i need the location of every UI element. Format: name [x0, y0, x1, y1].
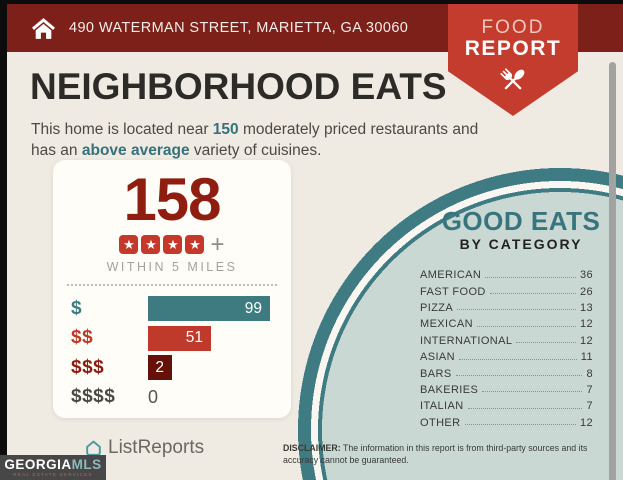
category-label: INTERNATIONAL [420, 334, 513, 347]
price-level-label: $ [71, 297, 83, 319]
price-row: $$ 51 [71, 325, 275, 351]
star-icon: ★ [141, 235, 161, 254]
category-label: OTHER [420, 416, 461, 429]
price-bar: 99 [148, 296, 270, 321]
dotted-leader [459, 358, 577, 360]
dotted-leader [489, 293, 576, 295]
category-row: INTERNATIONAL 12 [420, 333, 593, 349]
food-report-badge: FOOD REPORT [448, 4, 578, 116]
price-level-label: $$ [71, 327, 94, 348]
category-value: 12 [579, 416, 593, 429]
category-label: FAST FOOD [420, 285, 486, 298]
disclaimer-label: DISCLAIMER: [283, 443, 341, 453]
intro-post: variety of cuisines. [189, 141, 322, 159]
category-row: AMERICAN 36 [420, 267, 593, 283]
plus-icon: + [210, 231, 225, 258]
category-row: ITALIAN 7 [420, 398, 593, 414]
star-icon: ★ [163, 235, 183, 254]
category-value: 36 [579, 269, 593, 282]
listreports-house-icon [86, 440, 101, 456]
price-bar-chart: $99 $$ 51 $$$ 2 $$$$ 0 [53, 296, 291, 410]
star-rating: ★ ★ ★ ★ + [53, 231, 291, 258]
price-row: $$$$ 0 [71, 385, 275, 410]
dotted-leader [464, 424, 576, 426]
good-eats-subtitle: BY CATEGORY [459, 236, 583, 253]
mls-name-mls: MLS [71, 456, 102, 472]
disclaimer-body: The information in this report is from t… [283, 443, 588, 465]
category-row: BARS 8 [420, 365, 593, 381]
star-icon: ★ [119, 235, 139, 254]
price-zero-value: 0 [148, 386, 159, 407]
category-label: AMERICAN [420, 269, 482, 282]
category-list: AMERICAN 36 FAST FOOD 26 PIZZA 13 MEXICAN 12 INT… [420, 267, 593, 431]
category-label: BAKERIES [420, 383, 479, 396]
category-row: OTHER 12 [420, 415, 593, 431]
badge-shield: FOOD REPORT [448, 4, 578, 116]
georgia-mls-name: GEORGIAMLS [4, 456, 102, 472]
price-bar: 51 [148, 325, 211, 351]
category-value: 12 [579, 318, 593, 331]
category-label: MEXICAN [420, 318, 473, 331]
category-value: 8 [586, 367, 593, 380]
category-value: 7 [586, 383, 593, 396]
disclaimer-text: DISCLAIMER: The information in this repo… [283, 443, 613, 466]
price-level-label: $$$$ [71, 386, 116, 407]
top-edge-bar [0, 0, 623, 4]
georgia-mls-logo: GEORGIAMLS REAL ESTATE SERVICES [0, 455, 106, 480]
mls-tagline: REAL ESTATE SERVICES [13, 472, 93, 477]
category-label: PIZZA [420, 301, 454, 314]
restaurant-count-card: 158 ★ ★ ★ ★ + WITHIN 5 MILES $99 $$ 51 $$$ 2 $$$$… [53, 160, 291, 418]
dotted-leader [482, 391, 583, 393]
badge-title-line1: FOOD [481, 17, 545, 38]
price-row: $$$ 2 [71, 355, 275, 380]
intro-pre: This home is located near [31, 121, 213, 138]
category-value: 12 [579, 334, 593, 347]
category-label: ASIAN [420, 351, 456, 364]
listreports-logo: ListReports [84, 437, 204, 459]
restaurant-total: 158 [123, 166, 221, 233]
left-edge-bar [0, 0, 7, 480]
radius-label: WITHIN 5 MILES [106, 260, 238, 274]
category-row: MEXICAN 12 [420, 316, 593, 332]
badge-title-line2: REPORT [464, 37, 562, 60]
price-level-label: $$$ [71, 356, 105, 378]
category-row: PIZZA 13 [420, 300, 593, 316]
dotted-leader [516, 342, 576, 344]
dotted-divider [67, 284, 277, 286]
price-bar-value: 51 [185, 329, 203, 346]
star-icon: ★ [185, 235, 205, 254]
price-bar-value: 99 [244, 299, 262, 317]
home-icon [32, 17, 55, 39]
category-value: 7 [586, 400, 593, 413]
restaurant-count-inline: 150 [212, 121, 239, 138]
intro-mid: moderately priced restaurants and has an [31, 121, 479, 159]
category-value: 26 [579, 285, 593, 298]
category-label: BARS [420, 367, 452, 380]
dotted-leader [457, 309, 576, 311]
dotted-leader [455, 375, 583, 377]
utensils-icon [500, 68, 525, 90]
good-eats-header: GOOD EATS BY CATEGORY [428, 206, 614, 253]
price-row: $99 [71, 296, 275, 321]
category-row: FAST FOOD 26 [420, 283, 593, 299]
listreports-wordmark: ListReports [108, 437, 205, 458]
category-label: ITALIAN [420, 400, 464, 413]
mls-name-georgia: GEORGIA [4, 456, 72, 472]
property-address: 490 WATERMAN STREET, MARIETTA, GA 30060 [69, 20, 409, 36]
dotted-leader [467, 407, 583, 409]
category-value: 13 [579, 301, 593, 314]
page-title: NEIGHBORHOOD EATS [30, 66, 447, 107]
dotted-leader [476, 325, 576, 327]
category-value: 11 [580, 351, 593, 364]
good-eats-title: GOOD EATS [441, 206, 601, 236]
category-row: BAKERIES 7 [420, 382, 593, 398]
scrollbar-thumb[interactable] [609, 62, 616, 480]
category-row: ASIAN 11 [420, 349, 593, 365]
variety-highlight: above average [81, 141, 190, 159]
price-bar-value: 2 [155, 358, 164, 376]
intro-text: This home is located near 150 moderately… [31, 120, 487, 161]
price-bar: 2 [148, 355, 172, 380]
dotted-leader [485, 276, 576, 278]
